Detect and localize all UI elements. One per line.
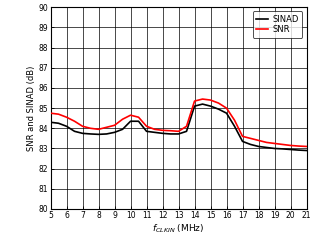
SINAD — [137, 120, 140, 123]
SINAD — [185, 130, 188, 133]
SNR — [97, 128, 100, 131]
SNR — [169, 129, 173, 132]
SNR — [193, 100, 197, 103]
SNR — [49, 112, 52, 115]
Line: SNR: SNR — [51, 99, 307, 147]
SINAD — [257, 145, 260, 148]
SINAD — [73, 130, 76, 133]
SINAD — [57, 122, 60, 125]
SNR — [161, 129, 164, 132]
SNR — [257, 139, 260, 142]
SNR — [209, 99, 212, 102]
SNR — [177, 130, 180, 133]
SINAD — [233, 125, 236, 128]
SINAD — [225, 112, 228, 115]
SNR — [249, 137, 252, 140]
SNR — [81, 125, 84, 128]
SNR — [57, 113, 60, 116]
SINAD — [273, 147, 276, 150]
SINAD — [121, 128, 125, 131]
SNR — [281, 143, 284, 146]
SINAD — [217, 108, 221, 111]
SNR — [217, 102, 221, 104]
Line: SINAD: SINAD — [51, 104, 307, 150]
SNR — [73, 120, 76, 123]
Legend: SINAD, SNR: SINAD, SNR — [253, 11, 302, 38]
SINAD — [65, 125, 69, 128]
SNR — [289, 144, 292, 147]
SNR — [121, 118, 125, 121]
SINAD — [201, 103, 204, 105]
SINAD — [264, 146, 268, 149]
SNR — [89, 127, 93, 130]
SINAD — [105, 132, 108, 135]
SNR — [129, 114, 132, 117]
SINAD — [305, 149, 308, 152]
SNR — [137, 116, 140, 119]
SINAD — [209, 105, 212, 108]
SNR — [240, 135, 244, 138]
SINAD — [97, 133, 100, 136]
SINAD — [249, 143, 252, 146]
SINAD — [145, 130, 149, 133]
SNR — [273, 142, 276, 145]
SNR — [153, 128, 156, 131]
SNR — [264, 141, 268, 144]
SNR — [233, 119, 236, 122]
SNR — [297, 145, 301, 148]
SINAD — [289, 148, 292, 151]
SINAD — [281, 148, 284, 150]
SNR — [201, 98, 204, 101]
Y-axis label: SNR and SINAD (dB): SNR and SINAD (dB) — [27, 65, 36, 151]
SINAD — [89, 132, 93, 135]
SINAD — [177, 132, 180, 135]
SINAD — [161, 132, 164, 135]
SINAD — [297, 149, 301, 152]
SINAD — [49, 121, 52, 124]
SNR — [225, 107, 228, 110]
SINAD — [81, 132, 84, 135]
SNR — [112, 124, 116, 127]
SINAD — [153, 131, 156, 134]
SNR — [185, 125, 188, 128]
SNR — [65, 116, 69, 119]
SINAD — [193, 105, 197, 108]
SNR — [305, 145, 308, 148]
SNR — [145, 125, 149, 128]
SINAD — [169, 132, 173, 135]
SINAD — [112, 131, 116, 134]
SINAD — [240, 140, 244, 143]
SINAD — [129, 120, 132, 123]
SNR — [105, 126, 108, 129]
X-axis label: $f_{CLKIN}$ (MHz): $f_{CLKIN}$ (MHz) — [152, 223, 205, 235]
